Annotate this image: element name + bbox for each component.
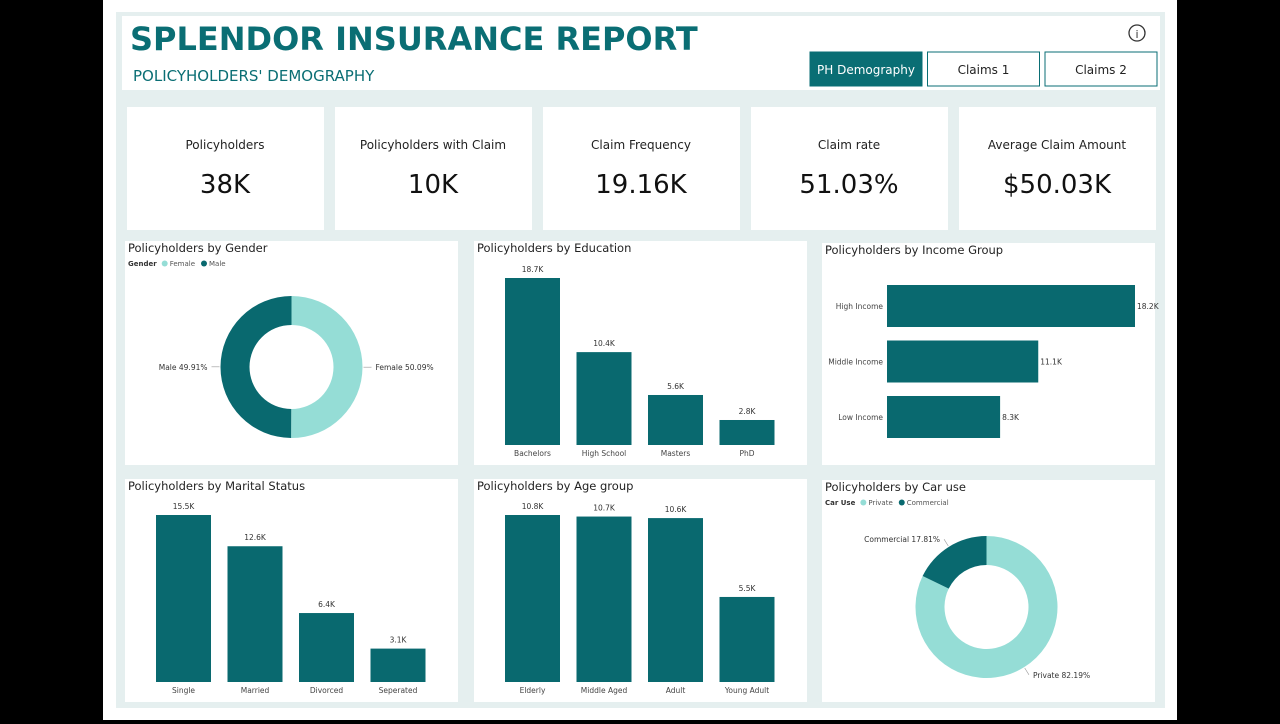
chart-title: Policyholders by Marital Status: [128, 479, 305, 493]
kpi-label: Policyholders: [186, 138, 265, 152]
legend-title: Gender: [128, 260, 157, 268]
data-label: Female 50.09%: [375, 363, 433, 372]
category-label: Low Income: [838, 413, 883, 422]
legend-label: Private: [868, 499, 892, 507]
category-label: Male: [159, 363, 177, 372]
legend-swatch: [162, 261, 168, 267]
kpi-card: [959, 107, 1156, 230]
legend-title: Car Use: [825, 499, 856, 507]
value-label: 12.6K: [244, 533, 267, 542]
data-label: Commercial 17.81%: [864, 535, 940, 544]
chart-title: Policyholders by Gender: [128, 241, 268, 255]
value-label: 10.8K: [522, 502, 545, 511]
bar: [720, 420, 775, 445]
value-label: 18.7K: [522, 265, 545, 274]
value-label: 5.6K: [667, 382, 685, 391]
category-label: Commercial: [864, 535, 909, 544]
kpi-card: [335, 107, 532, 230]
category-label: Single: [172, 686, 195, 695]
value-label: 10.4K: [593, 339, 616, 348]
report-title: SPLENDOR INSURANCE REPORT: [130, 20, 698, 58]
tab[interactable]: Claims 1: [928, 52, 1040, 86]
category-label: Middle Income: [828, 358, 883, 367]
data-label: Private 82.19%: [1033, 671, 1090, 680]
value-label: 49.91%: [179, 363, 208, 372]
value-label: 82.19%: [1062, 671, 1091, 680]
report-subtitle: POLICYHOLDERS' DEMOGRAPHY: [133, 67, 375, 85]
value-label: 10.7K: [593, 504, 616, 513]
value-label: 3.1K: [390, 636, 408, 645]
bar: [299, 613, 354, 682]
value-label: 11.1K: [1040, 358, 1063, 367]
value-label: 15.5K: [173, 502, 196, 511]
bar: [887, 341, 1038, 383]
kpi-value: 10K: [408, 170, 459, 200]
bar: [505, 515, 560, 682]
bar: [887, 396, 1000, 438]
tab[interactable]: Claims 2: [1045, 52, 1157, 86]
chart-title: Policyholders by Car use: [825, 480, 966, 494]
bar: [228, 546, 283, 682]
category-label: PhD: [739, 449, 754, 458]
legend-swatch: [899, 500, 905, 506]
value-label: 8.3K: [1002, 413, 1020, 422]
tab-label: Claims 2: [1075, 63, 1127, 77]
legend-swatch: [860, 500, 866, 506]
category-label: Private: [1033, 671, 1060, 680]
kpi-value: $50.03K: [1003, 170, 1112, 200]
bar: [156, 515, 211, 682]
category-label: Bachelors: [514, 449, 551, 458]
kpi-card: [127, 107, 324, 230]
category-label: Young Adult: [724, 686, 769, 695]
category-label: Elderly: [520, 686, 546, 695]
category-label: Middle Aged: [581, 686, 628, 695]
chart-title: Policyholders by Income Group: [825, 243, 1003, 257]
category-label: Married: [241, 686, 270, 695]
value-label: 50.09%: [405, 363, 434, 372]
bar: [648, 395, 703, 445]
kpi-card: [751, 107, 948, 230]
value-label: 17.81%: [911, 535, 940, 544]
category-label: Masters: [661, 449, 691, 458]
kpi-label: Average Claim Amount: [988, 138, 1126, 152]
value-label: 2.8K: [739, 407, 757, 416]
kpi-value: 19.16K: [595, 170, 687, 200]
bar: [371, 649, 426, 682]
value-label: 6.4K: [318, 600, 336, 609]
bar: [887, 285, 1135, 327]
kpi-value: 51.03%: [799, 170, 898, 200]
kpi-label: Claim rate: [818, 138, 880, 152]
bar: [577, 517, 632, 682]
legend-label: Commercial: [907, 499, 949, 507]
tab[interactable]: PH Demography: [810, 52, 922, 86]
tab-label: PH Demography: [817, 63, 915, 77]
data-label: Male 49.91%: [159, 363, 208, 372]
legend-label: Male: [209, 260, 226, 268]
category-label: Female: [375, 363, 403, 372]
chart-title: Policyholders by Age group: [477, 479, 633, 493]
tab-label: Claims 1: [958, 63, 1010, 77]
value-label: 10.6K: [665, 505, 688, 514]
bar: [505, 278, 560, 445]
value-label: 5.5K: [739, 584, 757, 593]
kpi-label: Claim Frequency: [591, 138, 691, 152]
category-label: Seperated: [379, 686, 418, 695]
chart-title: Policyholders by Education: [477, 241, 631, 255]
category-label: High School: [582, 449, 627, 458]
kpi-card: [543, 107, 740, 230]
category-label: High Income: [836, 302, 884, 311]
kpi-value: 38K: [200, 170, 251, 200]
value-label: 18.2K: [1137, 302, 1160, 311]
kpi-label: Policyholders with Claim: [360, 138, 506, 152]
info-icon-glyph: i: [1135, 28, 1138, 41]
legend-label: Female: [170, 260, 195, 268]
bar: [648, 518, 703, 682]
bar: [720, 597, 775, 682]
bar: [577, 352, 632, 445]
category-label: Adult: [666, 686, 686, 695]
category-label: Divorced: [310, 686, 344, 695]
legend-swatch: [201, 261, 207, 267]
